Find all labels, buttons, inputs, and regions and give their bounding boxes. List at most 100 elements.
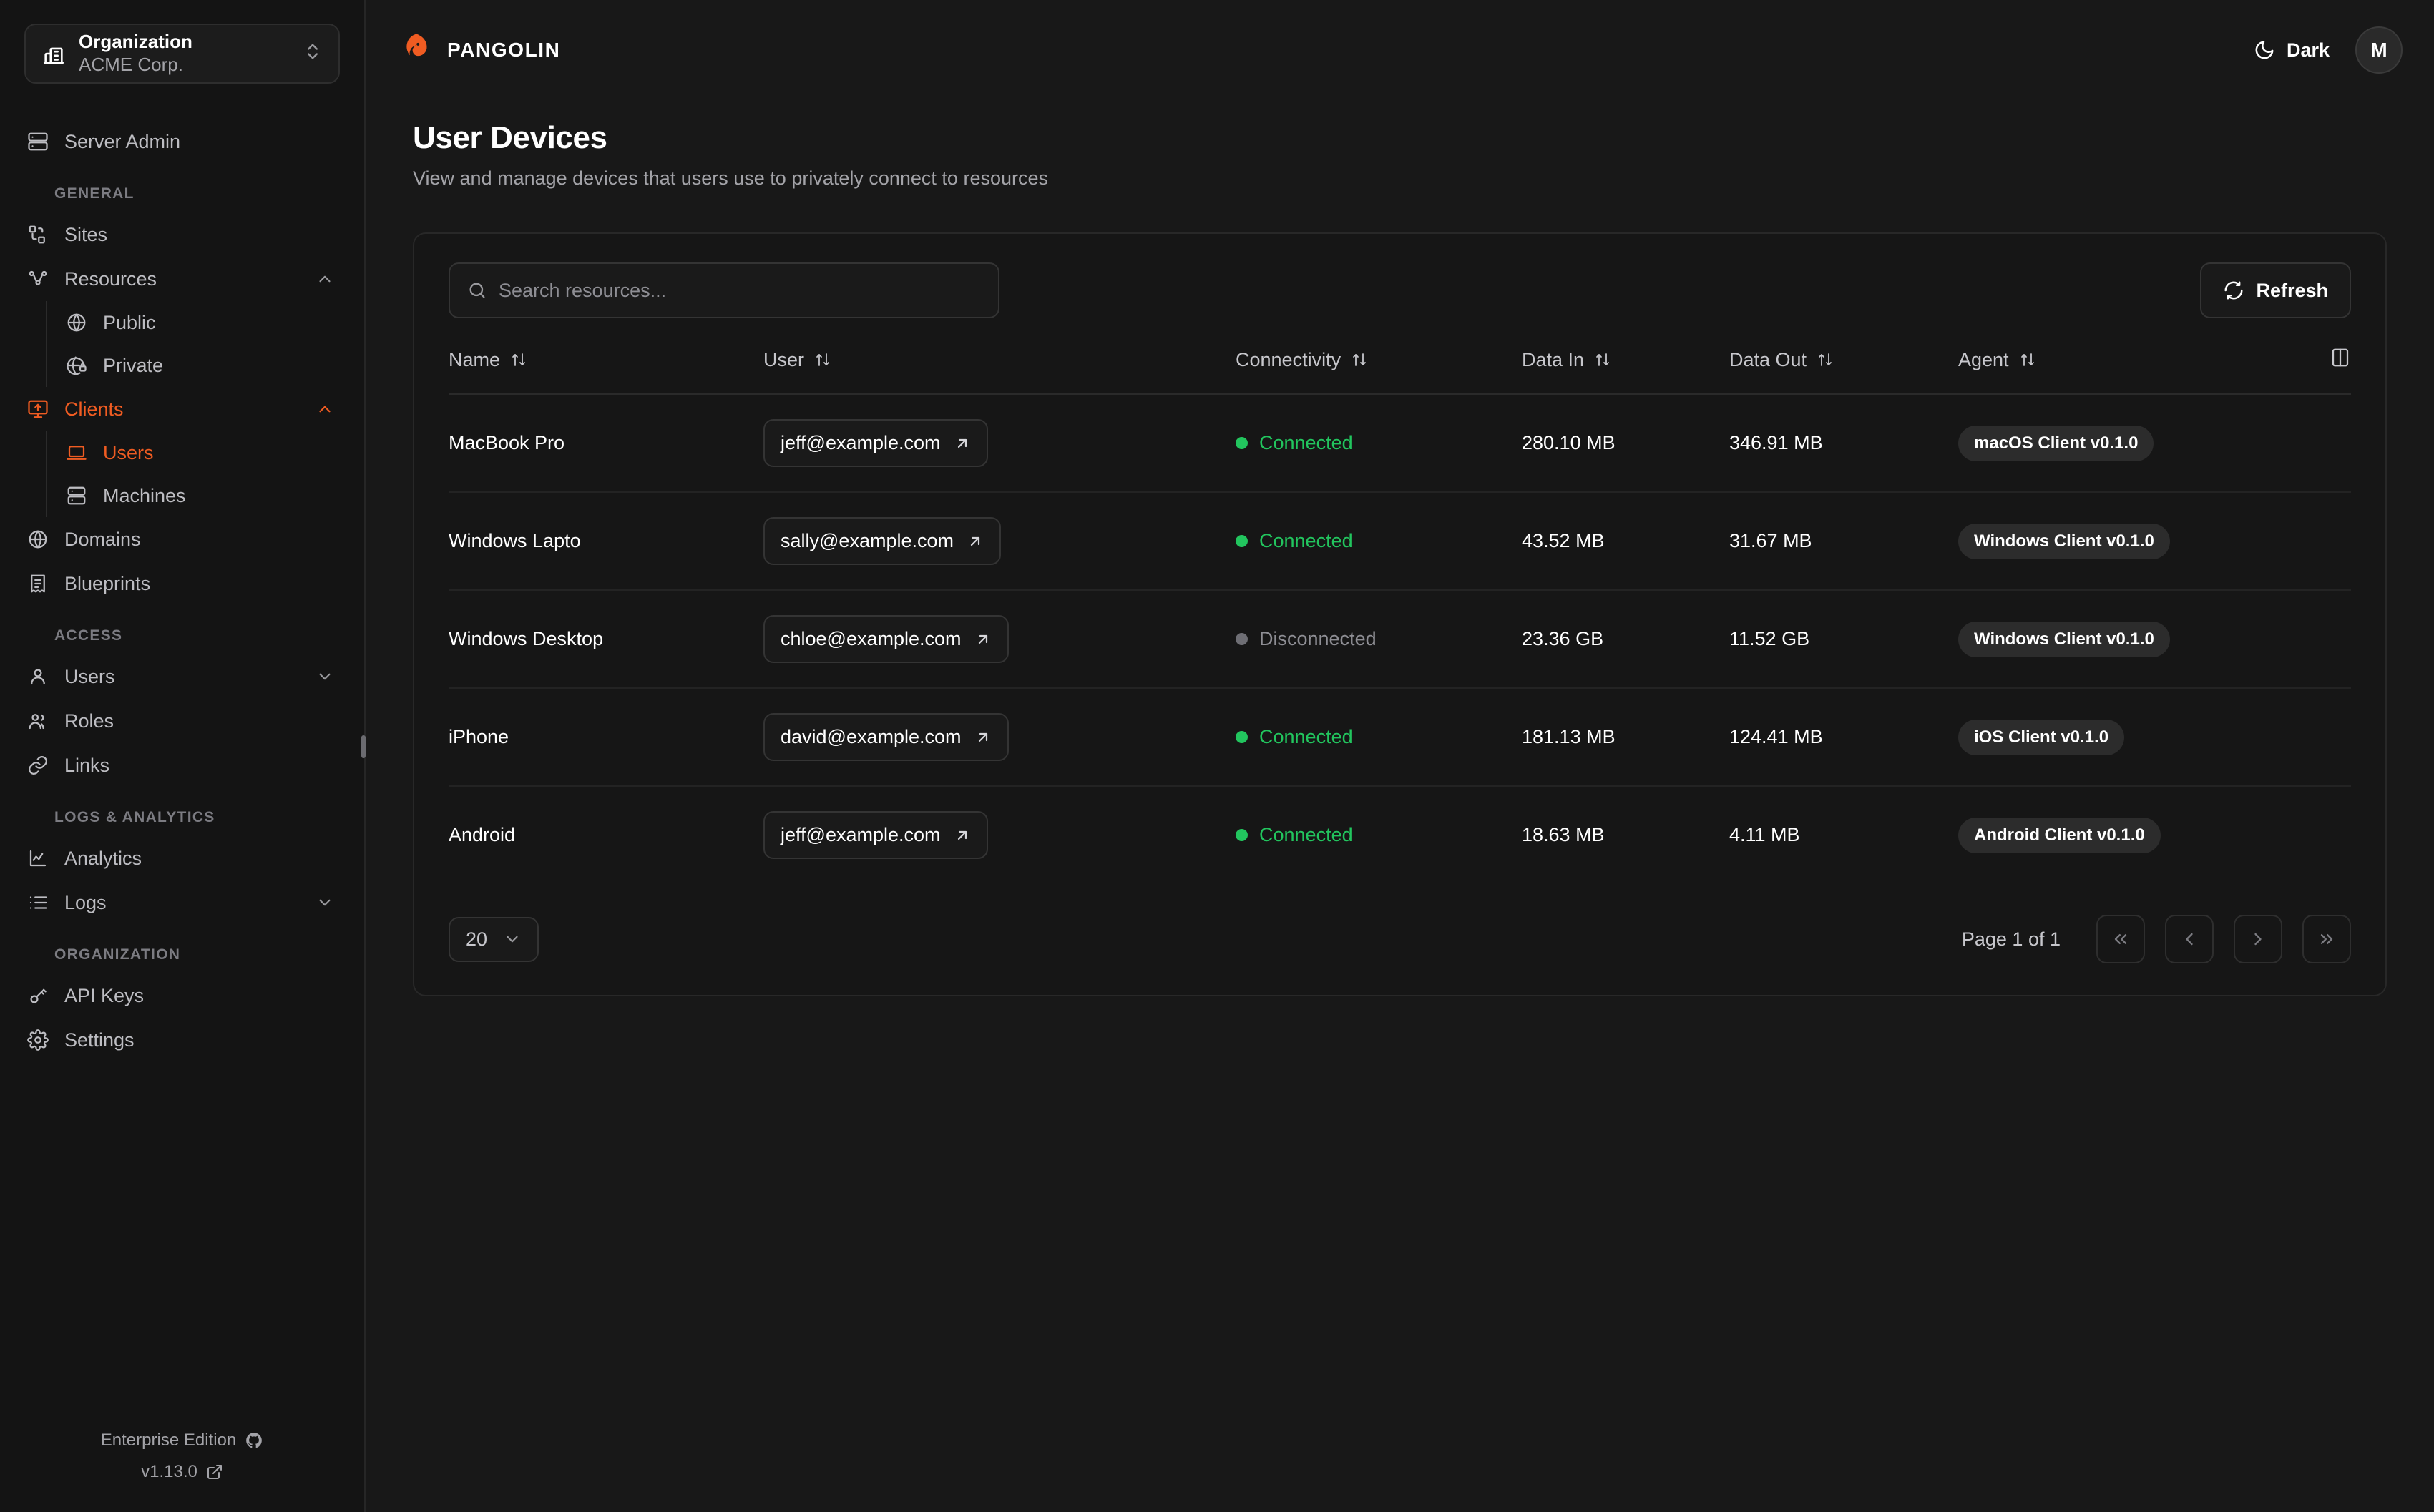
column-label: Agent (1958, 349, 2009, 370)
version-label: v1.13.0 (141, 1462, 197, 1481)
cell-options (2294, 394, 2351, 493)
table-row[interactable]: Windows Lapto sally@example.com (449, 492, 2351, 591)
globe-lock-icon (66, 355, 87, 376)
page-subtitle: View and manage devices that users use t… (413, 167, 1048, 189)
user-link[interactable]: jeff@example.com (763, 419, 988, 467)
sidebar-item-blueprints[interactable]: Blueprints (0, 561, 364, 606)
column-label: Data In (1522, 349, 1585, 370)
cell-options (2294, 688, 2351, 787)
sidebar-item-analytics[interactable]: Analytics (0, 836, 364, 880)
status-badge: Connected (1236, 824, 1353, 846)
table-row[interactable]: iPhone david@example.com (449, 688, 2351, 787)
cell-connectivity: Connected (1236, 688, 1522, 787)
sidebar-item-label: Private (103, 354, 164, 376)
column-header-data-out[interactable]: Data Out (1729, 347, 1958, 395)
cell-name: Windows Lapto (449, 492, 763, 591)
sidebar-item-clients[interactable]: Clients (0, 387, 364, 431)
chevron-up-icon[interactable] (316, 270, 334, 288)
org-label: Organization (79, 31, 192, 53)
sidebar-section-general: GENERAL (54, 185, 135, 202)
sites-icon (27, 224, 49, 245)
last-page-button[interactable] (2302, 915, 2351, 963)
column-header-data-in[interactable]: Data In (1522, 347, 1729, 395)
link-icon (27, 755, 49, 776)
sidebar-item-domains[interactable]: Domains (0, 517, 364, 561)
devices-table: Name User (449, 347, 2351, 883)
column-header-connectivity[interactable]: Connectivity (1236, 347, 1522, 395)
sidebar-resize-handle[interactable] (361, 735, 366, 758)
next-page-button[interactable] (2234, 915, 2282, 963)
org-switcher[interactable]: Organization ACME Corp. (24, 24, 340, 84)
cell-data-out: 124.41 MB (1729, 688, 1958, 787)
prev-page-button[interactable] (2165, 915, 2214, 963)
user-email: jeff@example.com (781, 432, 941, 453)
cell-name: MacBook Pro (449, 394, 763, 493)
edition-link[interactable]: Enterprise Edition (0, 1430, 364, 1450)
server-icon (66, 485, 87, 506)
sidebar-item-server-admin[interactable]: Server Admin (0, 119, 364, 164)
github-icon (245, 1431, 263, 1450)
page-size-value: 20 (466, 928, 488, 950)
cell-agent: Android Client v0.1.0 (1958, 786, 2294, 883)
avatar[interactable]: M (2355, 26, 2403, 74)
column-label: Name (449, 349, 501, 370)
sidebar-item-users[interactable]: Users (47, 431, 364, 474)
columns-icon[interactable] (2330, 347, 2351, 368)
table-row[interactable]: Windows Desktop chloe@example.com (449, 590, 2351, 689)
page-size-select[interactable]: 20 (449, 916, 539, 962)
sidebar-item-api-keys[interactable]: API Keys (0, 973, 364, 1018)
table-row[interactable]: MacBook Pro jeff@example.com (449, 394, 2351, 493)
theme-toggle[interactable]: Dark (2254, 39, 2330, 62)
brand-name: PANGOLIN (447, 39, 561, 61)
column-header-name[interactable]: Name (449, 347, 763, 395)
user-link[interactable]: chloe@example.com (763, 615, 1009, 663)
status-label: Connected (1259, 530, 1353, 551)
sidebar-item-machines[interactable]: Machines (47, 474, 364, 517)
sidebar-nav: Server Admin GENERAL Sites (0, 107, 364, 1419)
search-icon (467, 280, 487, 300)
status-dot-icon (1236, 535, 1248, 547)
version-link[interactable]: v1.13.0 (0, 1462, 364, 1482)
chevron-left-icon (2179, 929, 2199, 949)
user-link[interactable]: jeff@example.com (763, 811, 988, 859)
sidebar-item-resources[interactable]: Resources (0, 257, 364, 301)
user-email: david@example.com (781, 726, 962, 747)
table-row[interactable]: Android jeff@example.com (449, 786, 2351, 883)
sidebar-item-settings[interactable]: Settings (0, 1018, 364, 1062)
cell-agent: macOS Client v0.1.0 (1958, 394, 2294, 493)
cell-connectivity: Disconnected (1236, 590, 1522, 689)
search-input[interactable] (499, 279, 981, 302)
key-icon (27, 985, 49, 1006)
refresh-button[interactable]: Refresh (2200, 262, 2351, 318)
chevron-up-icon[interactable] (316, 400, 334, 418)
search-box[interactable] (449, 262, 999, 318)
server-icon (27, 131, 49, 152)
user-link[interactable]: sally@example.com (763, 517, 1001, 565)
brand[interactable]: PANGOLIN (397, 31, 561, 69)
chevron-up-down-icon (303, 41, 323, 66)
column-header-agent[interactable]: Agent (1958, 347, 2294, 395)
user-link[interactable]: david@example.com (763, 713, 1009, 761)
sidebar-item-label: Blueprints (64, 572, 151, 594)
user-email: chloe@example.com (781, 628, 962, 649)
sidebar-subnav-resources: Public Private (46, 301, 364, 387)
cell-data-out: 4.11 MB (1729, 824, 1800, 845)
cell-user: sally@example.com (763, 492, 1236, 591)
sidebar-item-links[interactable]: Links (0, 743, 364, 787)
user-icon (27, 666, 49, 687)
sidebar-item-sites[interactable]: Sites (0, 212, 364, 257)
cell-options (2294, 786, 2351, 883)
sidebar-item-logs[interactable]: Logs (0, 880, 364, 925)
sidebar-item-private[interactable]: Private (47, 344, 364, 387)
cell-data-out: 31.67 MB (1729, 492, 1958, 591)
sidebar-item-roles[interactable]: Roles (0, 699, 364, 743)
sidebar-item-public[interactable]: Public (47, 301, 364, 344)
chevron-down-icon[interactable] (316, 893, 334, 912)
sort-icon (1594, 351, 1611, 370)
column-header-user[interactable]: User (763, 347, 1236, 395)
column-header-options[interactable] (2294, 347, 2351, 395)
monitor-up-icon (27, 398, 49, 420)
chevron-down-icon[interactable] (316, 667, 334, 686)
first-page-button[interactable] (2096, 915, 2145, 963)
sidebar-item-access-users[interactable]: Users (0, 654, 364, 699)
